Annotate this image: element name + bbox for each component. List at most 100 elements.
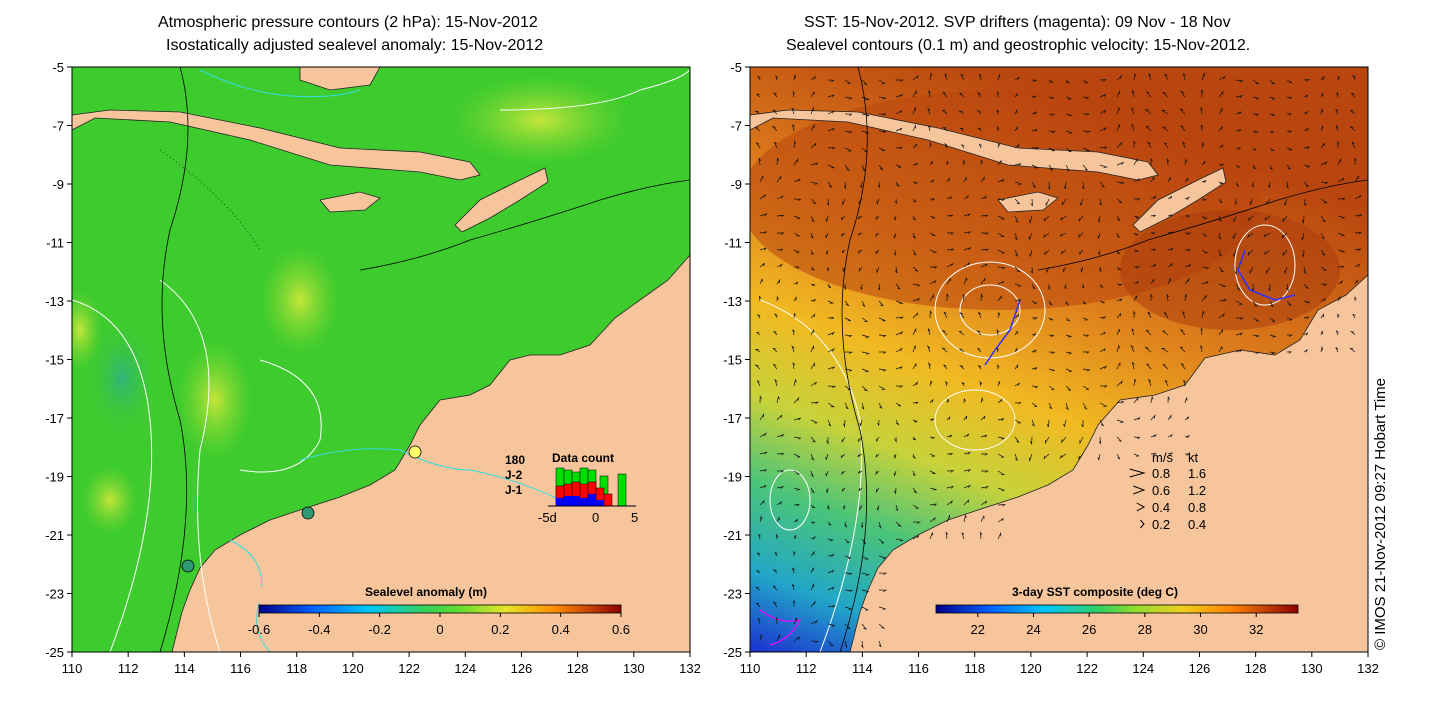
velocity-arrow (772, 109, 778, 115)
sla-high-blob (72, 290, 102, 370)
velocity-arrow (861, 538, 866, 545)
speed-legend-arrow (1140, 519, 1145, 529)
lon-tick-label: 126 (1189, 661, 1211, 676)
velocity-arrow (1252, 300, 1258, 307)
velocity-arrow (776, 176, 782, 183)
velocity-arrow (827, 521, 832, 526)
velocity-arrow (997, 518, 1004, 523)
velocity-arrow (759, 515, 763, 523)
lon-tick-label: 122 (1076, 661, 1098, 676)
velocity-arrow (1116, 436, 1122, 442)
velocity-arrow (1286, 130, 1292, 133)
velocity-arrow (827, 317, 835, 320)
lat-tick-label: -19 (723, 470, 742, 485)
lat-tick-label: -25 (45, 645, 64, 660)
tide-gauge-marker (408, 445, 422, 459)
velocity-arrow (1031, 111, 1038, 115)
velocity-arrow (1078, 215, 1084, 222)
bathymetry-line (359, 179, 690, 271)
velocity-arrow (1167, 195, 1173, 200)
left-title-line2: Isostatically adjusted sealevel anomaly:… (166, 37, 544, 54)
velocity-arrow (1116, 141, 1122, 149)
velocity-arrow (861, 147, 868, 153)
velocity-arrow (1079, 436, 1084, 445)
velocity-arrow (1082, 164, 1088, 171)
velocity-arrow (1014, 330, 1018, 336)
velocity-arrow (861, 96, 870, 101)
velocity-arrow (942, 330, 948, 336)
velocity-arrow (1286, 334, 1293, 337)
velocity-arrow (1031, 402, 1038, 408)
velocity-arrow (1286, 96, 1292, 99)
velocity-arrow (1235, 317, 1245, 320)
velocity-arrow (793, 232, 801, 237)
velocity-arrow (912, 215, 916, 221)
velocity-arrow (963, 469, 971, 472)
velocity-arrow (878, 130, 886, 134)
velocity-arrow (997, 453, 1005, 458)
velocity-arrow (1201, 180, 1207, 184)
velocity-arrow (810, 106, 815, 115)
velocity-arrow (861, 79, 868, 85)
velocity-arrow (1201, 160, 1206, 166)
lon-tick-label: 120 (342, 661, 364, 676)
velocity-arrow (893, 215, 897, 221)
velocity-arrow (1116, 283, 1122, 287)
right-map (750, 67, 1368, 652)
velocity-arrow (1218, 283, 1226, 288)
velocity-arrow (1150, 395, 1154, 404)
velocity-arrow (1116, 344, 1120, 353)
timor-island (1132, 167, 1227, 233)
velocity-arrow (1031, 300, 1037, 304)
velocity-arrow (1354, 213, 1363, 217)
velocity-arrow (754, 364, 761, 370)
velocity-arrow (1031, 317, 1039, 320)
lon-tick-label: 124 (1132, 661, 1154, 676)
velocity-arrow (963, 261, 971, 268)
velocity-arrow (844, 538, 850, 544)
velocity-arrow (879, 351, 887, 354)
velocity-arrow (1131, 328, 1135, 336)
colorbar-tick-label: 26 (1082, 622, 1096, 637)
velocity-arrow (894, 436, 897, 443)
velocity-arrow (1320, 313, 1325, 319)
velocity-arrow (1065, 334, 1073, 338)
java-island (750, 109, 1159, 181)
velocity-arrow (1082, 113, 1090, 116)
velocity-arrow (1029, 436, 1033, 446)
velocity-arrow (1099, 198, 1102, 206)
velocity-arrow (895, 164, 902, 168)
velocity-arrow (963, 231, 971, 234)
velocity-arrow (793, 266, 800, 269)
velocity-arrow (878, 147, 886, 152)
velocity-arrow (1082, 368, 1091, 372)
velocity-arrow (912, 266, 919, 272)
colorbar-tick-label: 0.6 (612, 622, 630, 637)
velocity-arrow (1099, 365, 1108, 370)
velocity-arrow (997, 232, 1005, 238)
velocity-arrow (878, 334, 887, 338)
velocity-arrow (1184, 158, 1188, 166)
velocity-arrow (1320, 161, 1328, 166)
velocity-arrow (776, 296, 779, 302)
lon-tick-label: 110 (740, 661, 761, 676)
velocity-arrow (929, 418, 935, 422)
velocity-arrow (841, 249, 846, 254)
legend-sat-3: J-1 (505, 483, 523, 497)
velocity-arrow (963, 213, 972, 217)
velocity-arrow (1145, 329, 1152, 336)
velocity-arrow (844, 606, 852, 610)
velocity-arrow (878, 317, 886, 322)
velocity-arrow (844, 351, 854, 354)
lon-tick-label: 132 (679, 661, 701, 676)
velocity-arrow (1150, 195, 1157, 200)
velocity-arrow (1116, 161, 1125, 166)
velocity-arrow (1133, 178, 1140, 183)
velocity-arrow (827, 94, 835, 98)
velocity-arrow (1043, 453, 1050, 459)
velocity-arrow (858, 198, 863, 204)
velocity-arrow (1042, 232, 1050, 239)
velocity-arrow (844, 130, 853, 134)
velocity-arrow (810, 567, 814, 574)
velocity-arrow (1252, 79, 1260, 85)
